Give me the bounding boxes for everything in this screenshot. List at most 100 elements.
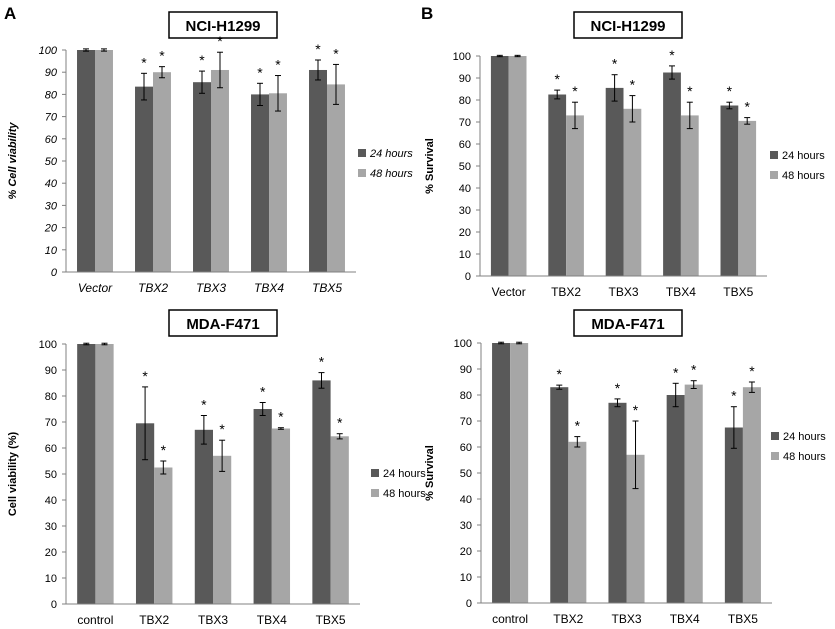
y-tick-label: 80 <box>45 89 58 101</box>
bar <box>608 402 627 603</box>
x-tick-label: TBX4 <box>257 613 287 627</box>
bar <box>724 427 743 603</box>
legend-swatch <box>771 452 779 460</box>
y-tick-label: 50 <box>45 156 58 168</box>
bar <box>193 82 211 272</box>
bar <box>327 84 345 272</box>
x-tick-label: TBX2 <box>553 612 583 626</box>
chart-panel-4: MDA-F471 0 10 20 30 40 50 60 70 80 90 100 % Survival… <box>424 309 826 626</box>
significance-marker: * <box>572 83 578 99</box>
significance-marker: * <box>633 402 639 418</box>
y-tick-label: 80 <box>459 95 471 107</box>
x-tick-label: control <box>492 612 528 626</box>
legend-swatch <box>358 169 366 177</box>
significance-marker: * <box>630 77 636 93</box>
y-tick-label: 90 <box>45 365 57 377</box>
chart-title-box <box>168 309 278 337</box>
y-tick-label: 0 <box>51 267 58 279</box>
bar <box>251 94 269 273</box>
significance-marker: * <box>687 83 693 99</box>
significance-marker: * <box>161 442 167 458</box>
y-tick-label: 0 <box>466 598 472 610</box>
bar <box>623 108 642 276</box>
bar <box>95 344 114 604</box>
y-tick-label: 30 <box>460 520 472 532</box>
bar <box>550 387 569 603</box>
significance-marker: * <box>141 54 147 70</box>
x-tick-label: TBX4 <box>254 281 284 295</box>
y-tick-label: 30 <box>459 205 471 217</box>
x-tick-label: TBX2 <box>551 285 581 299</box>
legend-swatch <box>371 489 379 497</box>
bar <box>680 115 699 277</box>
chart-panel-2: NCI-H1299 0 10 20 30 40 50 60 70 80 90 100 % Surviva… <box>424 11 825 299</box>
y-tick-label: 90 <box>459 73 471 85</box>
y-tick-label: 30 <box>45 521 57 533</box>
x-tick-label: control <box>77 613 113 627</box>
x-tick-label: TBX4 <box>670 612 700 626</box>
y-tick-label: 70 <box>459 117 471 129</box>
bar <box>720 105 739 276</box>
bar <box>194 429 213 604</box>
bar <box>271 428 291 604</box>
y-tick-label: 30 <box>45 200 58 212</box>
y-tick-label: 60 <box>460 442 472 454</box>
bar <box>490 56 509 276</box>
y-tick-label: 40 <box>45 495 57 507</box>
x-tick-label: TBX2 <box>139 613 169 627</box>
bar <box>269 93 287 272</box>
bar <box>626 454 645 603</box>
bar <box>738 120 757 277</box>
y-tick-label: 70 <box>460 416 472 428</box>
significance-marker: * <box>315 41 321 57</box>
significance-marker: * <box>749 363 755 379</box>
x-tick-label: TBX3 <box>611 612 641 626</box>
chart-panel-1: NCI-H1299 0 10 20 30 40 50 60 70 80 90 100 % Cell vi… <box>7 11 413 295</box>
bar <box>135 86 153 272</box>
legend-label: 48 hours <box>383 488 426 500</box>
legend-swatch <box>771 432 779 440</box>
y-tick-label: 10 <box>45 573 57 585</box>
chart-panel-3: MDA-F471 0 10 20 30 40 50 60 70 80 90 100 Cell viabi… <box>7 309 426 627</box>
x-tick-label: TBX3 <box>198 613 228 627</box>
legend-label: 24 hours <box>383 468 426 480</box>
y-axis-label: Cell viability (%) <box>7 431 19 516</box>
significance-marker: * <box>691 362 697 378</box>
bar <box>213 455 232 604</box>
chart-title: NCI-H1299 <box>185 18 260 35</box>
panel-label-b: B <box>421 4 434 23</box>
bar <box>77 50 95 272</box>
legend-label: 48 hours <box>783 451 826 463</box>
y-tick-label: 60 <box>45 443 57 455</box>
bar <box>153 72 171 272</box>
y-tick-label: 10 <box>460 572 472 584</box>
significance-marker: * <box>612 56 618 72</box>
bar <box>508 56 527 276</box>
bar <box>566 115 584 277</box>
bar <box>666 395 685 603</box>
y-tick-label: 20 <box>460 546 472 558</box>
y-tick-label: 70 <box>45 112 58 124</box>
significance-marker: * <box>557 366 563 382</box>
bar <box>309 69 327 272</box>
x-tick-label: Vector <box>492 285 526 299</box>
significance-marker: * <box>669 47 675 63</box>
significance-marker: * <box>673 364 679 380</box>
y-tick-label: 90 <box>45 67 58 79</box>
significance-marker: * <box>319 354 325 370</box>
y-tick-label: 60 <box>459 139 471 151</box>
significance-marker: * <box>201 397 207 413</box>
significance-marker: * <box>731 388 737 404</box>
significance-marker: * <box>615 380 621 396</box>
x-tick-label: TBX3 <box>196 281 226 295</box>
bar <box>211 69 229 272</box>
y-tick-label: 20 <box>45 547 57 559</box>
y-tick-label: 10 <box>45 245 58 257</box>
x-tick-label: TBX3 <box>608 285 638 299</box>
significance-marker: * <box>744 99 750 115</box>
significance-marker: * <box>257 64 263 80</box>
y-axis-label: % Survival <box>424 445 436 501</box>
significance-marker: * <box>337 415 343 431</box>
significance-marker: * <box>278 409 284 425</box>
y-tick-label: 0 <box>51 599 57 611</box>
